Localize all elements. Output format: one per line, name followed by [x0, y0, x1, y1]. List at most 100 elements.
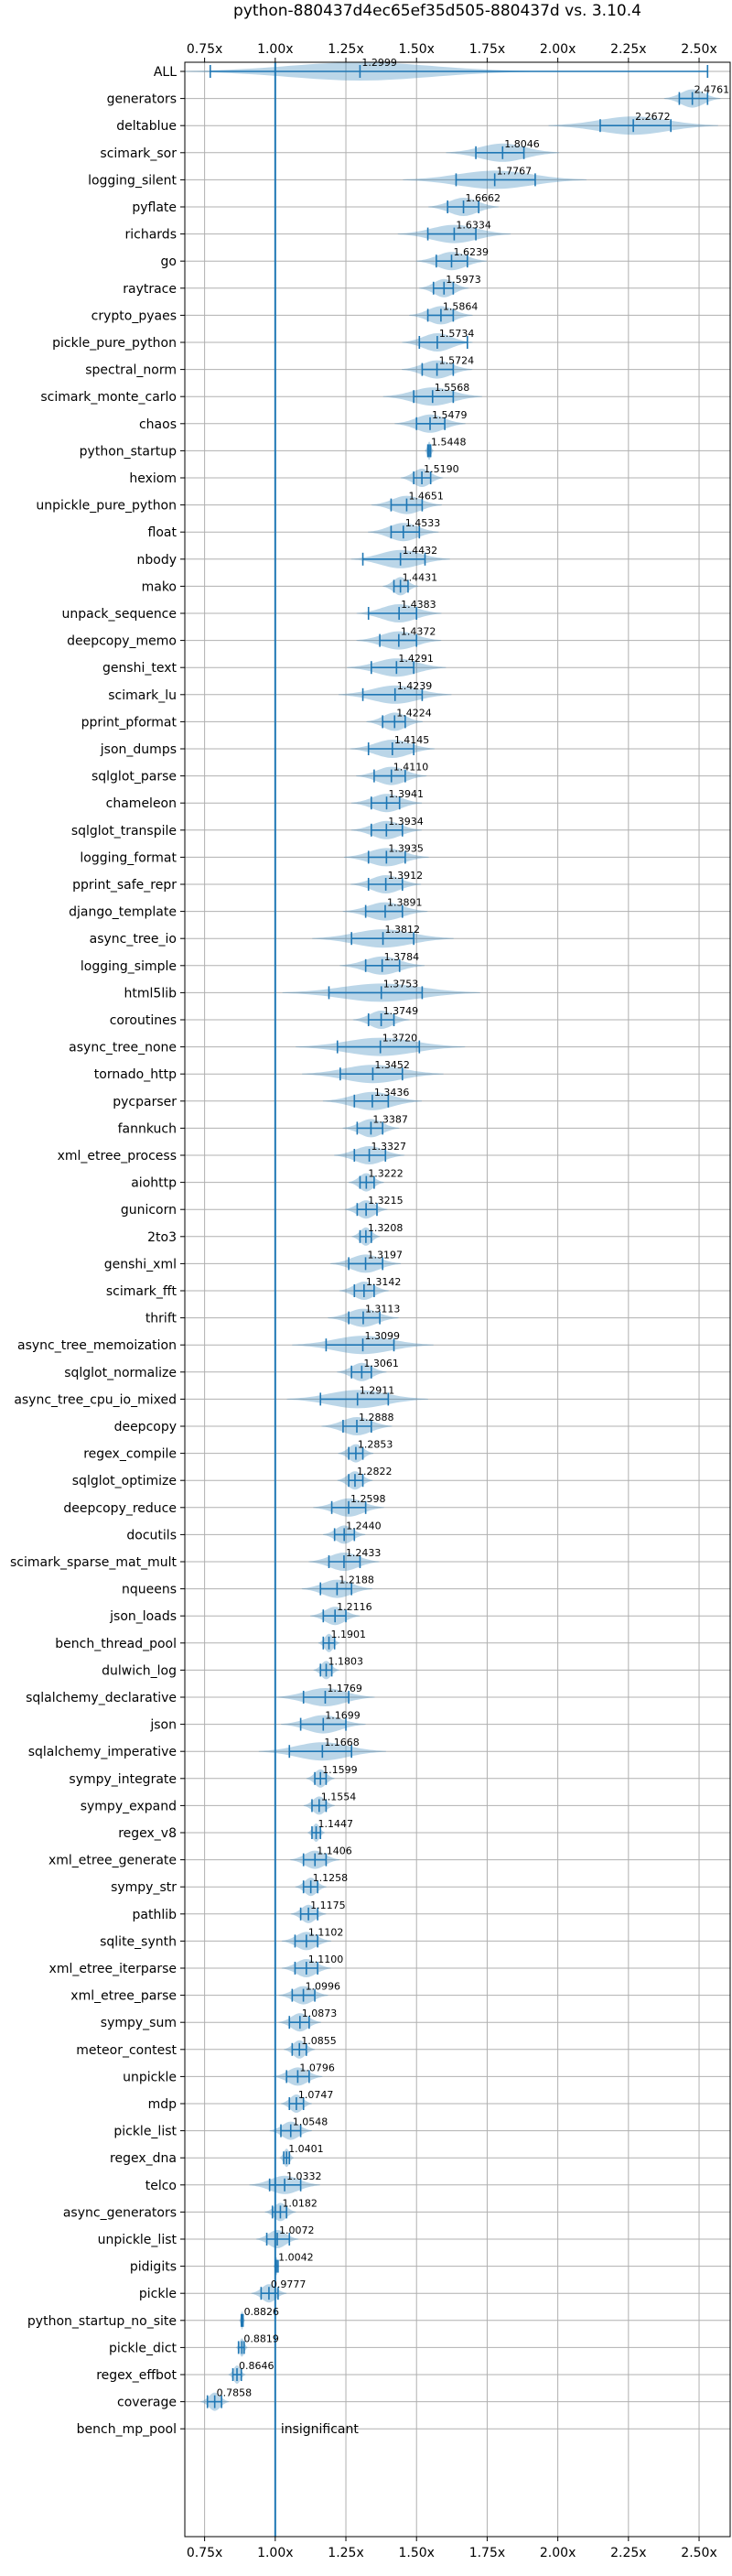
value-label: 2.4761 — [694, 84, 730, 96]
value-label: 1.4110 — [393, 762, 429, 774]
value-label: 1.1901 — [331, 1629, 367, 1640]
value-label: 1.0855 — [301, 2035, 337, 2047]
category-label: raytrace — [123, 282, 177, 297]
value-label: 1.5479 — [432, 409, 468, 421]
x-tick-label-top: 2.00x — [540, 42, 576, 57]
category-label: logging_simple — [81, 959, 177, 974]
category-label: nbody — [137, 553, 178, 568]
value-label: 1.0072 — [279, 2224, 315, 2236]
category-label: pyflate — [132, 200, 177, 215]
category-label: scimark_sparse_mat_mult — [10, 1555, 177, 1570]
category-label: xml_etree_parse — [70, 1989, 177, 2004]
category-label: scimark_sor — [100, 146, 177, 161]
axis-layer: 0.75x 0.75x 1.00x 1.00x 1.25x 1.25x 1.50x 1.50x… — [10, 42, 717, 2560]
value-label: 1.0332 — [286, 2170, 322, 2182]
value-label: 1.4383 — [401, 599, 436, 611]
category-label: sympy_str — [111, 1880, 177, 1895]
value-label: 0.8819 — [243, 2332, 279, 2344]
category-label: mdp — [148, 2097, 178, 2112]
category-label: async_tree_io — [90, 932, 177, 947]
value-label: 1.1554 — [321, 1791, 357, 1802]
value-label: 1.5734 — [439, 328, 474, 340]
value-label: 1.4533 — [405, 517, 441, 529]
value-label: 1.0796 — [299, 2062, 335, 2073]
category-label: deltablue — [116, 119, 177, 134]
value-label: 1.4145 — [394, 734, 430, 746]
x-tick-label-top: 2.25x — [610, 42, 646, 57]
category-label: logging_format — [80, 850, 177, 865]
category-label: sqlglot_transpile — [71, 824, 177, 839]
category-label: unpickle_list — [98, 2233, 178, 2247]
chart-title: python-880437d4ec65ef35d505-880437d vs. … — [233, 2, 641, 20]
value-label: 1.2911 — [360, 1384, 395, 1396]
category-label: logging_silent — [88, 173, 177, 188]
value-label: 1.5864 — [443, 300, 478, 312]
value-label: 1.0996 — [306, 1981, 341, 1993]
category-label: scimark_fft — [106, 1284, 178, 1299]
x-tick-label-top: 1.50x — [398, 42, 434, 57]
category-label: richards — [125, 228, 178, 243]
category-label: regex_compile — [83, 1447, 177, 1462]
category-label: pickle_list — [113, 2125, 177, 2139]
category-label: sqlalchemy_imperative — [28, 1745, 177, 1759]
value-label: 0.8646 — [239, 2360, 274, 2372]
category-label: thrift — [145, 1312, 178, 1326]
category-label: float — [148, 525, 178, 540]
value-label: 1.6662 — [466, 192, 501, 204]
category-label: json_loads — [109, 1609, 177, 1624]
category-label: sqlglot_parse — [92, 770, 177, 785]
value-label: 1.3912 — [388, 870, 424, 882]
category-label: pickle_pure_python — [52, 336, 177, 351]
x-tick-label-bottom: 1.50x — [398, 2546, 434, 2560]
value-label: 1.1175 — [310, 1900, 346, 1911]
category-label: json_dumps — [100, 742, 177, 757]
value-label: 1.3222 — [368, 1168, 404, 1180]
value-label: 1.3327 — [371, 1141, 407, 1153]
category-label: bench_mp_pool — [77, 2422, 177, 2437]
value-label: 1.2822 — [357, 1466, 393, 1477]
x-tick-label-top: 2.50x — [681, 42, 716, 57]
category-label: async_tree_memoization — [17, 1338, 177, 1353]
value-label: 1.0182 — [282, 2197, 318, 2209]
category-label: telco — [145, 2179, 177, 2193]
category-label: pprint_safe_repr — [72, 878, 177, 893]
value-label: 1.5448 — [431, 436, 467, 448]
category-label: mako — [142, 579, 177, 594]
category-label: unpack_sequence — [62, 607, 177, 622]
value-label: 1.3935 — [388, 842, 424, 854]
category-label: xml_etree_process — [58, 1149, 177, 1164]
value-label: 1.2116 — [337, 1601, 372, 1613]
category-label: nqueens — [122, 1583, 177, 1597]
category-label: regex_dna — [110, 2151, 177, 2166]
category-label: generators — [107, 92, 177, 107]
category-label: coroutines — [110, 1013, 177, 1028]
value-label: 1.4224 — [396, 707, 432, 719]
value-label: 1.0401 — [288, 2143, 324, 2155]
value-label: 1.1668 — [324, 1737, 360, 1748]
value-label: 1.3812 — [385, 924, 421, 936]
value-label: 1.3784 — [384, 951, 420, 963]
value-label: 1.3099 — [365, 1330, 401, 1342]
category-label: html5lib — [124, 986, 178, 1001]
category-label: python_startup — [80, 444, 177, 459]
value-label: 1.3215 — [368, 1195, 404, 1207]
value-label: 1.4432 — [403, 545, 438, 557]
value-label: 0.9777 — [271, 2278, 307, 2290]
category-label: meteor_contest — [76, 2043, 177, 2058]
category-label: genshi_text — [102, 661, 178, 676]
value-label: 1.8046 — [504, 138, 540, 150]
x-tick-label-bottom: 1.25x — [328, 2546, 363, 2560]
value-label: 1.2598 — [350, 1493, 386, 1505]
value-label: 0.8826 — [244, 2306, 280, 2318]
category-label: pathlib — [133, 1908, 178, 1922]
value-label: 1.3941 — [389, 788, 425, 800]
insignificant-label: insignificant — [281, 2422, 360, 2437]
value-label: 1.4431 — [403, 571, 438, 583]
value-label: 1.2853 — [358, 1439, 393, 1451]
category-label: deepcopy — [114, 1420, 177, 1434]
value-label: 1.5724 — [439, 355, 475, 367]
value-label: 1.3197 — [368, 1249, 404, 1261]
value-label: 1.3749 — [383, 1005, 419, 1017]
